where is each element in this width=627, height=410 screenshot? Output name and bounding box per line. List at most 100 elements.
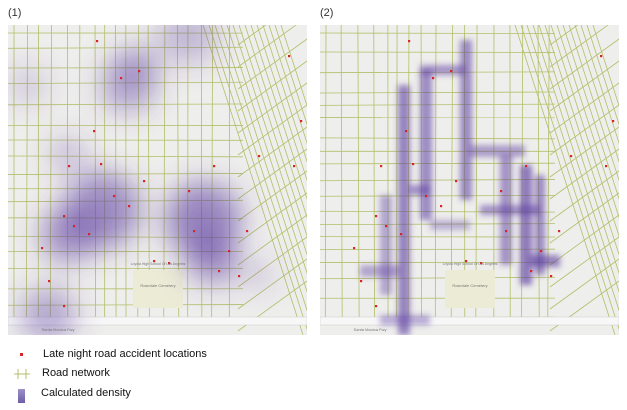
accident-point — [138, 70, 141, 73]
accident-point — [408, 40, 411, 43]
density-map-kernel[interactable]: Rosedale Cemetery Loyola High School Of L… — [8, 25, 307, 335]
road — [320, 195, 556, 197]
freeway-label: Santa Monica Fwy — [354, 327, 387, 332]
accident-point — [450, 70, 453, 73]
density-segment — [420, 65, 465, 75]
density-segment — [500, 155, 512, 265]
density-segment — [535, 175, 545, 275]
accident-point — [558, 230, 561, 233]
density-segment — [470, 145, 525, 157]
accident-point — [385, 225, 388, 228]
road — [78, 25, 81, 326]
accident-point — [530, 270, 533, 273]
accident-point — [288, 55, 291, 58]
accident-point — [93, 130, 96, 133]
road — [237, 82, 307, 134]
density-segment — [420, 70, 432, 220]
accident-point — [246, 230, 249, 233]
density-layer — [360, 40, 560, 335]
accident-point — [218, 270, 221, 273]
accident-point — [480, 262, 483, 265]
panel-label-1: (1) — [8, 7, 22, 19]
accident-point — [113, 195, 116, 198]
road — [320, 103, 556, 106]
accident-point — [153, 260, 156, 263]
road — [237, 214, 307, 266]
freeway — [8, 316, 307, 326]
road — [550, 25, 619, 238]
density-blob — [118, 45, 158, 85]
road — [568, 25, 619, 182]
accident-point — [412, 163, 415, 166]
density-swatch-icon — [18, 389, 25, 403]
accident-point — [505, 230, 508, 233]
road — [226, 25, 307, 275]
accident-point — [375, 215, 378, 218]
accident-point — [96, 40, 99, 43]
accident-point — [238, 275, 241, 278]
freeway — [320, 316, 619, 326]
road — [549, 38, 619, 90]
accident-point — [228, 250, 231, 253]
density-map-network[interactable]: Rosedale Cemetery Loyola High School Of L… — [320, 25, 619, 335]
accident-point — [63, 305, 66, 308]
road — [520, 25, 619, 331]
road — [237, 258, 307, 310]
road — [396, 25, 398, 326]
road — [8, 173, 244, 175]
accident-point — [525, 165, 528, 168]
density-blob — [8, 65, 48, 105]
road — [549, 25, 609, 68]
density-segment — [430, 220, 470, 230]
road — [549, 60, 619, 112]
accident-point — [143, 180, 146, 183]
cemetery-label: Rosedale Cemetery — [140, 283, 175, 288]
density-blob — [243, 260, 273, 290]
road — [237, 38, 307, 90]
road — [280, 25, 307, 107]
accident-point — [375, 305, 378, 308]
freeway-label: Santa Monica Fwy — [42, 327, 75, 332]
accident-point — [540, 250, 543, 253]
cemetery-area — [133, 270, 183, 308]
legend-label: Road network — [42, 367, 110, 379]
red-dot-icon — [20, 353, 23, 356]
accident-point — [88, 233, 91, 236]
road — [586, 25, 619, 126]
road — [549, 126, 619, 178]
accident-point — [193, 230, 196, 233]
accident-point — [425, 195, 428, 198]
accident-point — [432, 77, 435, 80]
road — [256, 25, 307, 182]
road — [320, 179, 556, 182]
road — [549, 214, 619, 266]
road — [232, 25, 307, 256]
accident-point — [63, 215, 66, 218]
accident-point — [353, 247, 356, 250]
panel-label-2: (2) — [320, 7, 334, 19]
accident-point — [300, 120, 303, 123]
road — [237, 170, 307, 222]
accident-point — [455, 180, 458, 183]
accident-point — [68, 165, 71, 168]
road — [574, 25, 619, 163]
road — [340, 25, 343, 326]
legend-label: Calculated density — [41, 387, 131, 399]
road — [549, 236, 619, 288]
road — [526, 25, 619, 312]
road — [237, 148, 307, 200]
accident-point — [258, 155, 261, 158]
accident-point — [570, 155, 573, 158]
accident-point — [550, 275, 553, 278]
density-blob — [20, 287, 76, 335]
accident-point — [360, 280, 363, 283]
road — [208, 25, 307, 331]
road — [549, 170, 619, 222]
road — [549, 25, 579, 46]
road — [268, 25, 307, 145]
density-layer — [8, 25, 273, 335]
density-blob — [50, 137, 86, 173]
road — [592, 25, 619, 107]
density-segment — [520, 165, 532, 285]
road-line-icon — [14, 369, 30, 379]
